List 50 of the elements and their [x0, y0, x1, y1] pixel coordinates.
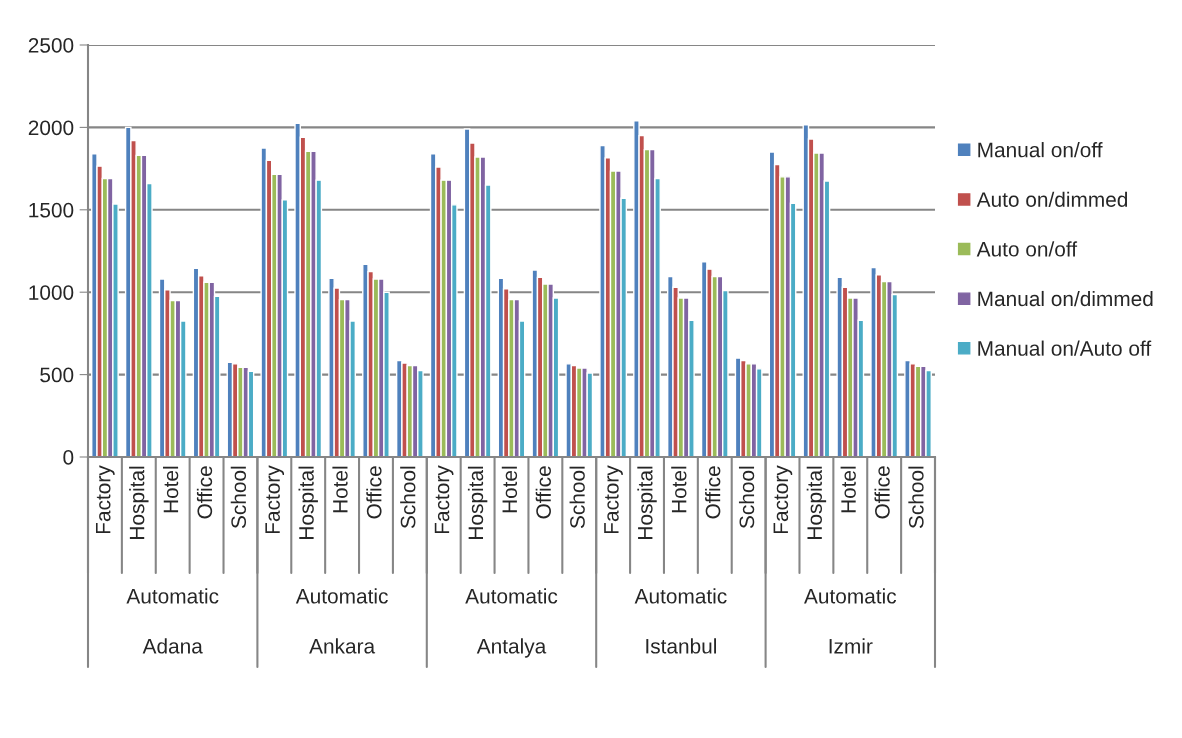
y-tick-label: 0	[63, 450, 74, 465]
text: Adana	[142, 638, 203, 654]
x-tick-label: Hospital	[806, 466, 827, 539]
legend-label: Manual on/dimmed	[978, 290, 1153, 307]
x-tick-label: School	[908, 466, 924, 529]
x-tick-label: Hospital	[637, 466, 657, 539]
bar	[531, 269, 539, 457]
x-tick-label: Office	[705, 466, 721, 519]
y-tick-label: 500	[40, 367, 74, 383]
text: Ankara	[309, 638, 376, 654]
text: Automatic	[465, 588, 558, 604]
text: Izmir	[829, 638, 873, 654]
x-tick-label: Factory	[434, 465, 454, 534]
x-tick-label: Factory	[604, 465, 623, 534]
x-tick-label: Hospital	[129, 466, 149, 539]
y-tick-label: 1500	[29, 202, 74, 218]
x-tick-label: Hotel	[501, 466, 518, 513]
bar	[260, 147, 268, 457]
x-tick-label: Hospital	[298, 466, 318, 539]
text: Automatic	[804, 588, 897, 604]
bar	[565, 363, 573, 457]
x-tick-label: School	[400, 466, 416, 529]
x-tick-label: Factory	[95, 465, 115, 534]
x-tick-label: Office	[535, 466, 551, 519]
x-tick-label: Office	[366, 466, 382, 519]
x-tick-label: Hotel	[332, 466, 348, 513]
text: Antalya	[476, 638, 547, 658]
y-tick-label: 2500	[28, 38, 74, 53]
x-tick-label: School	[230, 466, 247, 529]
y-tick-label: 1000	[29, 285, 74, 300]
text: Automatic	[634, 588, 727, 604]
text: Automatic	[295, 588, 388, 604]
legend-label: Manual on/Auto off	[978, 340, 1152, 356]
legend-label: Manual on/off	[978, 142, 1103, 158]
x-tick-label: School	[569, 466, 585, 529]
x-tick-label: Office	[874, 466, 890, 519]
x-tick-label: School	[738, 466, 755, 529]
bar	[836, 276, 844, 457]
text: Istanbul	[646, 638, 716, 654]
x-tick-label: Hotel	[840, 466, 856, 513]
x-tick-label: Factory	[265, 465, 285, 534]
x-tick-label: Hotel	[671, 466, 687, 513]
legend-label: Auto on/off	[976, 241, 1078, 257]
x-tick-label: Hospital	[467, 466, 488, 539]
x-tick-label: Factory	[773, 465, 793, 534]
x-tick-label: Office	[196, 466, 213, 519]
legend-label: Auto on/dimmed	[976, 191, 1128, 207]
x-tick-label: Hotel	[162, 466, 179, 513]
y-tick-label: 2000	[28, 120, 74, 136]
text: Automatic	[126, 588, 219, 604]
